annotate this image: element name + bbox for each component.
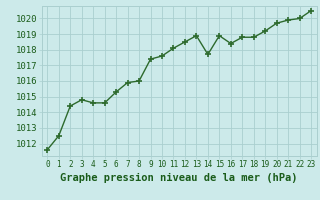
X-axis label: Graphe pression niveau de la mer (hPa): Graphe pression niveau de la mer (hPa): [60, 173, 298, 183]
